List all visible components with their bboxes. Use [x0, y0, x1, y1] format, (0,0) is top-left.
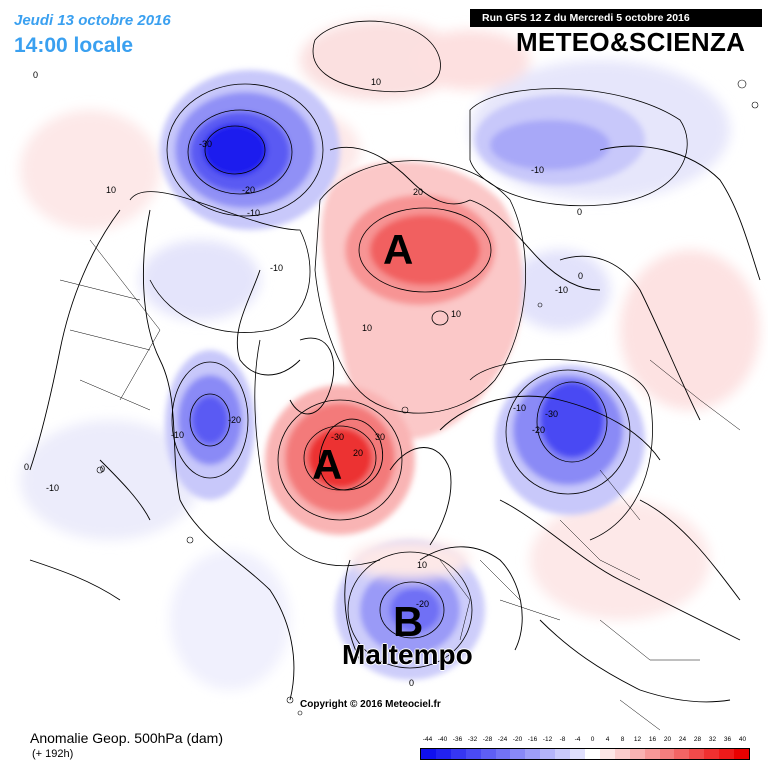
legend-swatch [674, 749, 690, 759]
legend-tick-label: -32 [467, 736, 478, 743]
legend-tick-label: 32 [708, 736, 717, 743]
high-arctic [321, 161, 523, 440]
copyright: Copyright © 2016 Meteociel.fr [300, 699, 441, 710]
legend-swatch [450, 749, 466, 759]
contour-label: 0 [409, 678, 415, 688]
legend-swatch [495, 749, 511, 759]
legend-swatch [435, 749, 451, 759]
legend-swatch [465, 749, 481, 759]
contour-label: 0 [578, 271, 584, 281]
forecast-lead-time: (+ 192h) [32, 748, 74, 760]
legend-tick-label: 36 [723, 736, 732, 743]
contour-label: 10 [451, 309, 462, 319]
contour-label: -10 [46, 483, 60, 493]
brand-logo: METEO&SCIENZA [516, 27, 746, 57]
legend-tick-label: -36 [452, 736, 463, 743]
legend-tick-label: 28 [693, 736, 702, 743]
low-pressure-label-europe: B [393, 598, 424, 645]
contour-label: -20 [228, 415, 242, 425]
legend-tick-label: 16 [648, 736, 657, 743]
low-canada [165, 350, 255, 500]
legend-swatch [540, 749, 556, 759]
legend-ticks: -44 -40 -36 -32 -28 -24 -20 -16 -12 -8 -4 0 4 8 12 16 20… [420, 736, 750, 748]
islands [96, 79, 759, 716]
contour-label: 20 [353, 448, 364, 458]
legend-swatch [599, 749, 615, 759]
legend-tick-label: 0 [590, 736, 595, 743]
legend-tick-label: 40 [738, 736, 747, 743]
forecast-time: 14:00 locale [14, 34, 134, 57]
legend-tick-label: -24 [497, 736, 508, 743]
legend-swatch [614, 749, 630, 759]
legend-tick-label: 12 [633, 736, 642, 743]
legend-tick-label: -16 [527, 736, 538, 743]
high-pressure-label-atlantic: A [312, 441, 343, 488]
contour-label: 10 [417, 560, 428, 570]
contour-label: -30 [199, 139, 213, 149]
low-siberia [495, 365, 645, 515]
contour-label: -10 [247, 208, 261, 218]
borders [59, 239, 741, 731]
contour-label: 0 [577, 207, 583, 217]
pale-ring-around-europe [350, 540, 470, 580]
contour-label: -20 [416, 599, 430, 609]
contour-label: -10 [270, 263, 284, 273]
contour-label: -10 [555, 285, 569, 295]
contour-label: 0 [33, 70, 39, 80]
contour-label: 20 [413, 187, 424, 197]
legend-tick-label: -20 [512, 736, 523, 743]
legend-swatch [689, 749, 705, 759]
legend-tick-label: -4 [574, 736, 581, 743]
forecast-date: Jeudi 13 octobre 2016 [14, 12, 171, 29]
legend-swatch [629, 749, 645, 759]
legend-swatch [734, 749, 749, 759]
contour-label: 10 [362, 323, 373, 333]
map-title: Anomalie Geop. 500hPa (dam) [30, 730, 223, 746]
maltempo-caption: Maltempo [342, 639, 473, 670]
legend-tick-label: 24 [678, 736, 687, 743]
legend-swatch [719, 749, 735, 759]
legend-tick-label: -44 [422, 736, 433, 743]
model-run-label: Run GFS 12 Z du Mercredi 5 octobre 2016 [470, 9, 762, 27]
contour-label: -10 [171, 430, 185, 440]
contour-label: -20 [532, 425, 546, 435]
contour-label: 30 [375, 432, 386, 442]
legend-tick-label: 8 [620, 736, 625, 743]
color-scale-legend: -44 -40 -36 -32 -28 -24 -20 -16 -12 -8 -4 0 4 8 12 16 20… [420, 736, 750, 766]
contour-label: 0 [24, 462, 30, 472]
contour-label: -10 [531, 165, 545, 175]
legend-swatch [644, 749, 660, 759]
coastlines [29, 145, 761, 703]
legend-swatch [480, 749, 496, 759]
contour-label: -20 [242, 185, 256, 195]
legend-swatch [659, 749, 675, 759]
legend-tick-label: -40 [437, 736, 448, 743]
high-pressure-label-north: A [383, 226, 414, 273]
contour-label: -30 [545, 409, 559, 419]
legend-swatch [421, 749, 436, 759]
legend-tick-label: -28 [482, 736, 493, 743]
legend-swatch [570, 749, 585, 759]
legend-tick-label: 4 [605, 736, 610, 743]
legend-bar [420, 748, 750, 760]
legend-tick-label: 20 [663, 736, 672, 743]
legend-swatch [584, 749, 600, 759]
contour-label: -30 [331, 432, 345, 442]
low-east-asia [475, 95, 645, 185]
contour-label: 0 [100, 464, 106, 474]
contour-label: 10 [106, 185, 117, 195]
legend-tick-label: -8 [559, 736, 566, 743]
legend-swatch [510, 749, 526, 759]
legend-swatch [555, 749, 571, 759]
legend-swatch [704, 749, 720, 759]
contour-lines [129, 20, 688, 669]
legend-tick-label: -12 [542, 736, 553, 743]
contour-label: 10 [371, 77, 382, 87]
contour-label: -10 [513, 403, 527, 413]
high-atlantic [265, 385, 415, 535]
low-pacific [160, 70, 340, 230]
legend-swatch [525, 749, 541, 759]
